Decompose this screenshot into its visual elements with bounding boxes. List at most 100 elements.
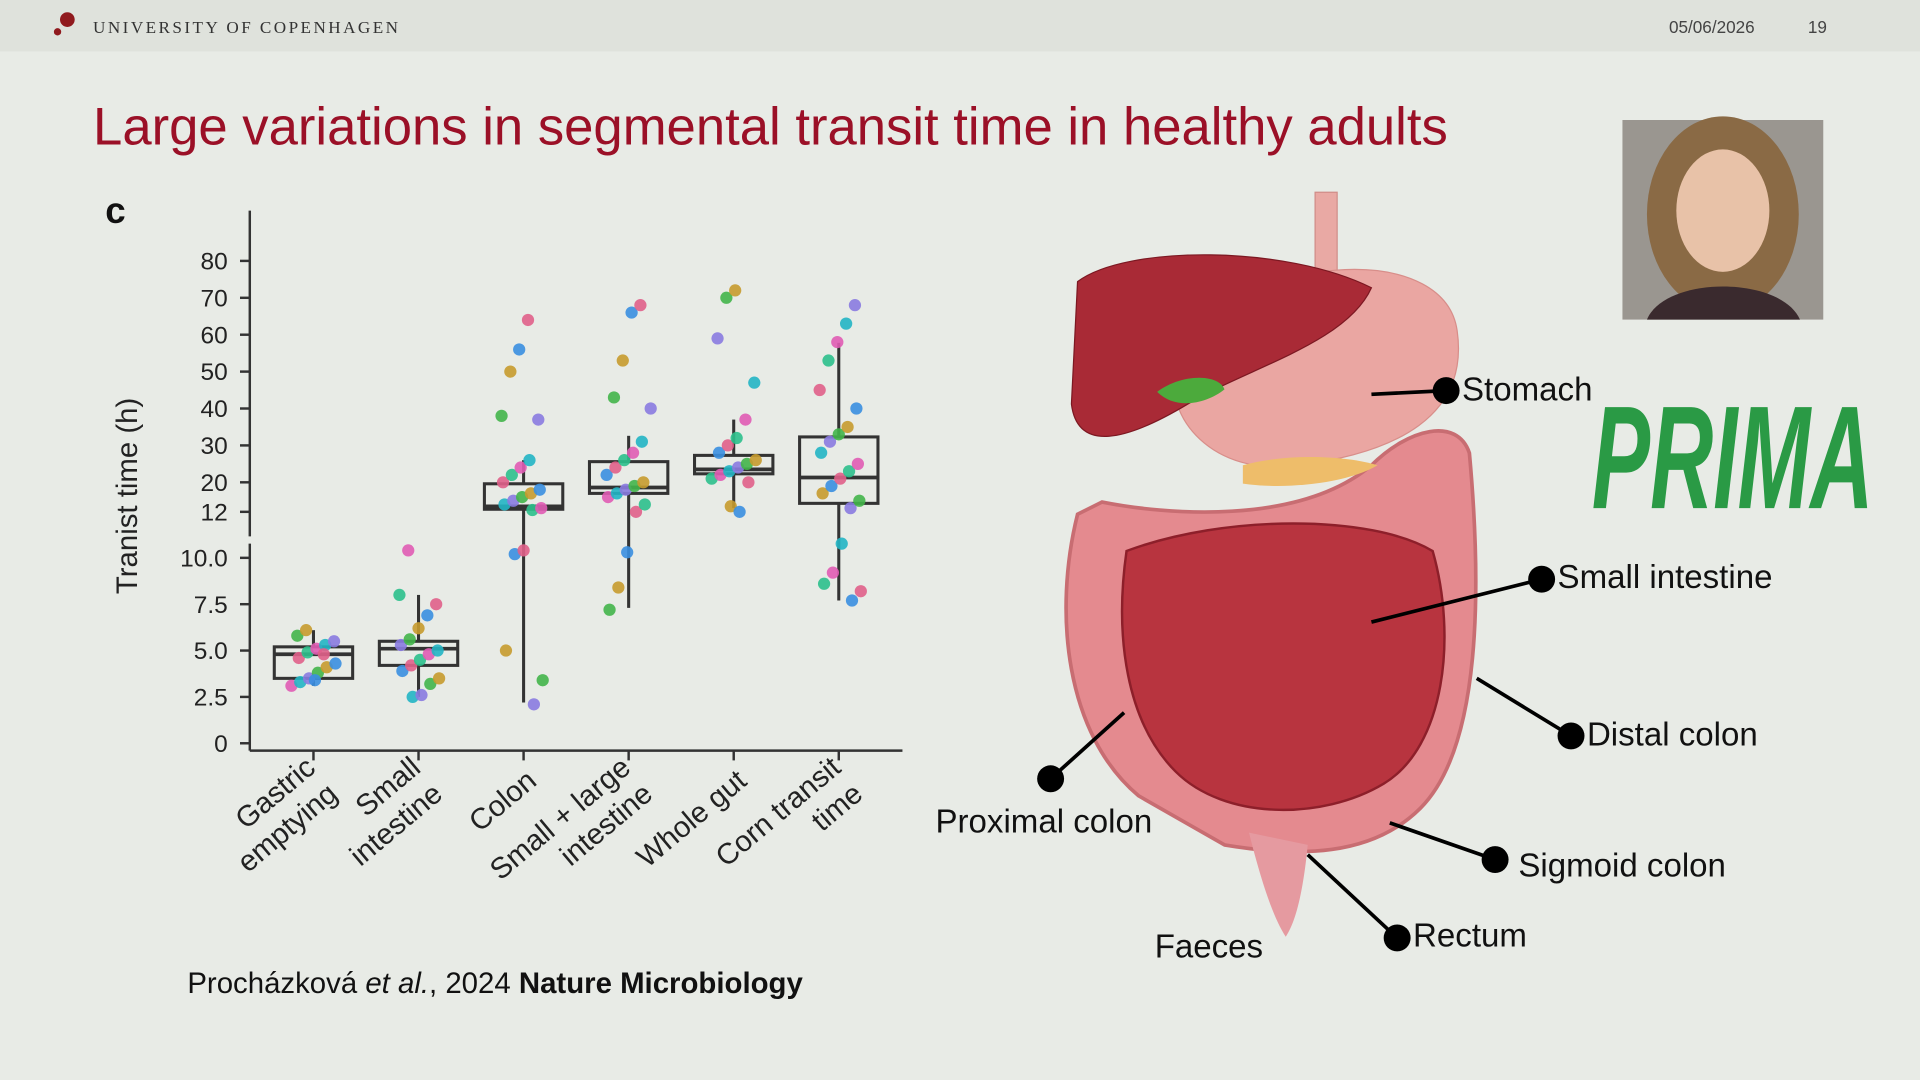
data-point <box>616 354 629 367</box>
y-tick-label: 2.5 <box>194 684 228 711</box>
data-point <box>826 566 840 579</box>
citation: Procházková et al., 2024 Nature Microbio… <box>187 967 803 1000</box>
leader-dot <box>1383 924 1411 952</box>
page-number: 19 <box>1808 17 1827 37</box>
leader-dot <box>1528 565 1556 593</box>
data-point <box>496 476 510 489</box>
leader-line <box>1370 577 1543 624</box>
data-point <box>499 644 513 657</box>
data-point <box>733 505 746 518</box>
photo-clothes <box>1646 286 1800 320</box>
data-point <box>536 674 549 687</box>
data-point <box>634 299 647 312</box>
data-point <box>638 498 651 511</box>
leader-dot <box>1432 377 1460 405</box>
data-point <box>424 677 437 691</box>
data-point <box>609 461 622 474</box>
leader-dot <box>1037 765 1065 793</box>
data-point <box>742 476 755 489</box>
organ-label: Faeces <box>1155 929 1263 966</box>
data-point <box>845 594 859 607</box>
data-point <box>292 651 305 665</box>
data-point <box>851 457 864 470</box>
data-point <box>644 402 657 415</box>
organ-label: Distal colon <box>1587 717 1758 754</box>
slide-title: Large variations in segmental transit ti… <box>93 97 1448 156</box>
data-point <box>729 284 742 297</box>
data-point <box>607 391 621 404</box>
anatomy-illustration: Stomach Small intestine Distal colon Pro… <box>936 191 1773 966</box>
liver <box>1070 254 1373 437</box>
data-point <box>749 454 762 467</box>
data-point <box>413 653 427 666</box>
data-point <box>495 409 508 423</box>
data-point <box>533 483 546 496</box>
data-point <box>637 476 650 489</box>
data-point <box>629 505 643 518</box>
data-point <box>517 544 530 557</box>
leader-dot <box>1557 722 1585 750</box>
data-point <box>505 468 518 482</box>
data-point <box>832 428 845 441</box>
data-point <box>532 413 545 426</box>
data-point <box>850 402 863 415</box>
data-point <box>823 435 837 448</box>
data-point <box>748 376 761 389</box>
data-point <box>720 291 733 304</box>
photo-face <box>1676 149 1770 272</box>
data-point <box>300 624 313 637</box>
data-point <box>527 698 540 711</box>
data-point <box>329 657 342 670</box>
y-tick-label: 20 <box>201 470 228 497</box>
leader-dot <box>1481 846 1509 874</box>
data-point <box>842 465 856 478</box>
data-point <box>514 461 527 474</box>
speaker-photo <box>1622 116 1824 320</box>
data-point <box>841 420 854 434</box>
data-point <box>394 638 408 652</box>
y-tick-label: 7.5 <box>194 592 228 619</box>
logo-text: PRIMA <box>1592 376 1874 540</box>
y-tick-label: 70 <box>201 285 228 312</box>
data-point <box>618 454 631 467</box>
data-point <box>421 609 434 622</box>
data-point <box>600 468 613 482</box>
y-tick-label: 12 <box>201 499 228 526</box>
citation-year: , 2024 <box>429 967 511 1000</box>
data-point <box>612 581 625 594</box>
data-point <box>317 648 330 661</box>
leader-line <box>1306 853 1399 940</box>
data-point <box>831 335 844 349</box>
data-point <box>825 479 838 493</box>
data-point <box>603 603 616 616</box>
y-tick-label: 80 <box>201 248 228 275</box>
logo-dot <box>53 28 62 36</box>
institution: UNIVERSITY OF COPENHAGEN <box>93 18 400 37</box>
data-point <box>626 446 640 459</box>
data-point <box>504 365 517 378</box>
data-point <box>635 435 648 448</box>
data-point <box>523 454 536 467</box>
data-point <box>291 629 304 642</box>
data-point <box>396 664 409 678</box>
organ-label: Rectum <box>1413 918 1527 955</box>
data-point <box>835 537 848 550</box>
data-point <box>412 622 425 635</box>
y-tick-label: 5.0 <box>194 638 228 665</box>
box <box>482 482 565 511</box>
y-tick-label: 40 <box>201 396 228 423</box>
data-point <box>535 502 548 515</box>
organ-label: Small intestine <box>1558 559 1773 596</box>
data-point <box>415 688 428 702</box>
data-point <box>730 431 743 445</box>
rectum <box>1248 832 1308 937</box>
data-point <box>848 299 862 312</box>
y-tick-label: 30 <box>201 433 228 460</box>
citation-author: Procházková <box>187 967 357 1000</box>
small-intestine <box>1120 522 1446 811</box>
data-point <box>405 659 418 672</box>
data-point <box>393 588 406 602</box>
data-point <box>817 577 831 590</box>
pancreas <box>1242 457 1378 486</box>
